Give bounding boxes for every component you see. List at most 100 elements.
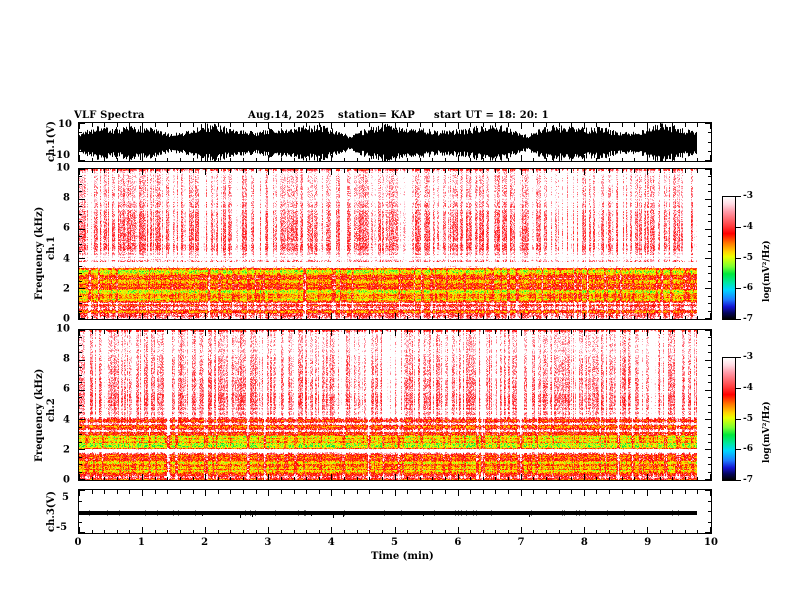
x-tick <box>634 529 635 533</box>
x-tick <box>357 330 358 334</box>
y-tick <box>705 360 711 361</box>
y-tick-minor <box>79 244 82 245</box>
x-tick <box>622 169 623 173</box>
x-tick <box>660 315 661 319</box>
colorbar-tick-label: -4 <box>743 222 753 232</box>
x-tick <box>533 529 534 533</box>
y-tick <box>705 199 711 200</box>
x-axis-label: Time (min) <box>371 551 434 562</box>
y-tick-minor <box>708 382 711 383</box>
x-tick <box>710 474 711 480</box>
x-tick <box>571 490 572 494</box>
x-tick <box>647 490 648 496</box>
freq-tick-label: 0 <box>63 313 70 325</box>
x-tick <box>344 529 345 533</box>
x-tick-label: 7 <box>517 537 525 548</box>
x-tick <box>306 315 307 319</box>
x-tick <box>495 169 496 173</box>
x-tick <box>622 330 623 334</box>
x-tick <box>596 330 597 334</box>
x-tick <box>395 330 396 336</box>
colorbar-tick <box>736 388 741 389</box>
x-tick <box>420 490 421 494</box>
x-tick <box>546 169 547 173</box>
x-tick <box>117 330 118 334</box>
x-tick <box>634 315 635 319</box>
x-tick <box>230 476 231 480</box>
y-tick <box>705 330 711 331</box>
freq-tick-label: 2 <box>63 444 70 456</box>
x-tick <box>256 490 257 494</box>
y-tick-minor <box>708 464 711 465</box>
x-tick <box>672 529 673 533</box>
x-tick <box>193 315 194 319</box>
y-tick <box>705 123 711 124</box>
x-tick <box>458 474 459 480</box>
x-tick <box>533 123 534 127</box>
x-tick <box>622 490 623 494</box>
x-tick <box>685 330 686 334</box>
x-tick <box>281 123 282 127</box>
y-tick-minor <box>708 221 711 222</box>
x-tick <box>193 157 194 161</box>
x-tick <box>155 169 156 173</box>
x-tick <box>357 490 358 494</box>
colorbar-tick-label: -5 <box>743 253 753 263</box>
x-tick <box>571 157 572 161</box>
x-tick <box>660 123 661 127</box>
x-tick <box>647 169 648 175</box>
x-tick <box>155 315 156 319</box>
x-tick <box>294 123 295 127</box>
x-tick <box>92 490 93 494</box>
x-tick <box>281 529 282 533</box>
x-tick <box>647 474 648 480</box>
y-tick <box>79 490 85 491</box>
ch3-ytick-neg5: -5 <box>56 522 68 533</box>
x-tick <box>508 330 509 334</box>
x-tick <box>369 169 370 173</box>
x-tick <box>609 529 610 533</box>
ch1-spectrogram-ylabel-ch: ch.1 <box>46 236 57 260</box>
x-tick <box>193 123 194 127</box>
y-tick-minor <box>708 472 711 473</box>
y-tick-minor <box>708 501 711 502</box>
x-tick <box>622 476 623 480</box>
x-tick <box>584 490 585 496</box>
ch1-ytick-10: 10 <box>58 119 72 130</box>
x-tick <box>104 490 105 494</box>
x-tick <box>104 169 105 173</box>
x-tick <box>79 490 80 496</box>
x-tick <box>117 157 118 161</box>
x-tick <box>470 123 471 127</box>
colorbar-tick <box>736 319 741 320</box>
x-tick <box>483 157 484 161</box>
x-tick <box>660 476 661 480</box>
x-tick <box>382 330 383 334</box>
x-tick <box>470 330 471 334</box>
x-tick <box>117 123 118 127</box>
x-tick <box>533 330 534 334</box>
x-tick <box>155 330 156 334</box>
x-tick <box>634 330 635 334</box>
x-tick <box>672 169 673 173</box>
x-tick <box>546 315 547 319</box>
x-tick <box>508 476 509 480</box>
y-tick-minor <box>79 464 82 465</box>
x-tick <box>117 169 118 173</box>
x-tick <box>407 330 408 334</box>
x-tick <box>319 490 320 494</box>
x-tick <box>533 157 534 161</box>
x-tick <box>92 157 93 161</box>
x-tick <box>294 157 295 161</box>
x-tick <box>129 529 130 533</box>
colorbar-tick-label: -4 <box>743 383 753 393</box>
x-tick <box>533 315 534 319</box>
x-tick <box>331 527 332 533</box>
x-tick <box>420 315 421 319</box>
x-tick <box>647 330 648 336</box>
x-tick <box>571 330 572 334</box>
y-tick-minor <box>79 375 82 376</box>
x-tick <box>306 529 307 533</box>
y-tick-minor <box>79 221 82 222</box>
y-tick-minor <box>708 184 711 185</box>
